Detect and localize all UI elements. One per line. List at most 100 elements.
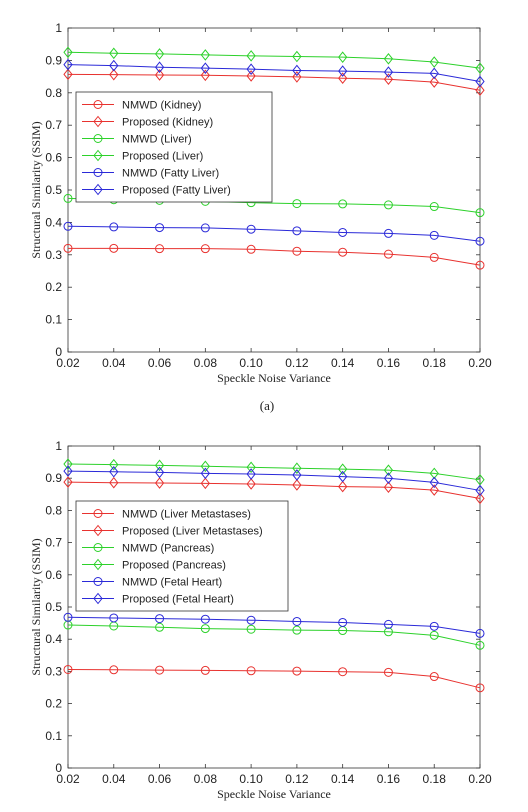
y-tick-label: 0.6: [45, 568, 62, 582]
legend-item: NMWD (Pancreas): [82, 543, 214, 555]
data-point-marker: [292, 666, 302, 676]
data-point-marker: [429, 476, 439, 489]
data-point-marker: [292, 469, 302, 481]
data-point-marker: [475, 484, 485, 497]
legend-item: NMWD (Fatty Liver): [82, 168, 219, 180]
x-tick-label: 0.02: [56, 772, 80, 786]
data-point-marker: [200, 49, 210, 61]
legend-marker: [93, 183, 103, 196]
legend-item: Proposed (Liver Metastases): [82, 524, 263, 538]
data-point-marker: [292, 50, 302, 63]
x-tick-label: 0.04: [102, 772, 126, 786]
legend-label: Proposed (Liver Metastases): [122, 526, 263, 538]
data-point-marker: [383, 472, 394, 485]
data-point-marker: [109, 613, 119, 623]
x-tick-label: 0.12: [285, 356, 309, 370]
series-line: [67, 481, 481, 499]
x-tick-label: 0.12: [285, 772, 309, 786]
series-line: [67, 73, 481, 91]
y-tick-label: 1: [55, 439, 62, 453]
y-tick-label: 0.9: [45, 53, 62, 67]
x-tick-label: 0.16: [377, 772, 401, 786]
series-line: [67, 470, 481, 491]
data-point-marker: [475, 62, 485, 74]
x-tick-label: 0.20: [468, 772, 492, 786]
data-point-marker: [429, 484, 439, 496]
data-point-marker: [429, 672, 439, 682]
data-point-marker: [63, 46, 73, 59]
legend-item: Proposed (Fatty Liver): [82, 183, 231, 197]
data-point-marker: [338, 617, 348, 627]
data-point-marker: [154, 61, 165, 74]
y-tick-label: 0.9: [45, 471, 62, 485]
chart-panel-b: 0.02 0.04 0.06 0.08 0.10 0.12 0.14 0.16 0.18 0.20…: [29, 439, 492, 801]
data-point-marker: [292, 462, 302, 475]
data-point-marker: [338, 667, 348, 677]
data-point-marker: [292, 71, 302, 83]
data-point-marker: [63, 58, 73, 71]
data-point-marker: [246, 615, 256, 625]
legend-label: NMWD (Pancreas): [122, 543, 214, 555]
y-tick-label: 0.2: [45, 697, 62, 711]
data-point-marker: [429, 630, 439, 640]
legend-marker: [93, 134, 103, 143]
data-point-marker: [109, 243, 119, 253]
data-point-marker: [429, 76, 439, 88]
series-line: [67, 51, 481, 69]
data-point-marker: [338, 470, 348, 483]
data-point-marker: [200, 69, 210, 82]
data-point-marker: [246, 63, 256, 75]
data-point-marker: [292, 625, 302, 635]
data-point-marker: [338, 51, 348, 63]
legend-marker: [93, 543, 103, 552]
legend-label: Proposed (Pancreas): [122, 560, 226, 572]
data-point-marker: [63, 221, 73, 231]
data-point-marker: [200, 614, 210, 624]
data-point-marker: [475, 683, 485, 693]
data-point-marker: [383, 200, 393, 210]
data-point-marker: [429, 467, 439, 480]
data-point-marker: [475, 628, 485, 638]
data-point-marker: [109, 59, 119, 72]
data-point-marker: [429, 230, 439, 240]
legend-item: NMWD (Liver Metastases): [82, 509, 251, 521]
legend-item: NMWD (Kidney): [82, 100, 201, 112]
y-tick-label: 0.7: [45, 536, 62, 550]
data-point-marker: [383, 464, 394, 476]
data-point-marker: [154, 48, 165, 60]
data-point-marker: [338, 65, 348, 77]
x-tick-label: 0.02: [56, 356, 80, 370]
series-line: [67, 668, 481, 689]
data-point-marker: [383, 73, 394, 85]
y-axis-label: Structural Similarity (SSIM): [29, 121, 43, 258]
x-tick-label: 0.04: [102, 356, 126, 370]
data-point-marker: [246, 224, 256, 234]
y-tick-label: 1: [55, 21, 62, 35]
data-point-marker: [383, 481, 394, 494]
series-line: [67, 616, 481, 634]
data-point-marker: [63, 664, 73, 674]
data-point-marker: [63, 68, 73, 81]
series-1: [63, 68, 485, 97]
legend: NMWD (Kidney) Proposed (Kidney) NMWD (Live…: [75, 91, 273, 203]
legend-marker: [93, 524, 103, 537]
data-point-marker: [63, 458, 73, 470]
legend-label: Proposed (Fatty Liver): [122, 185, 231, 197]
data-point-marker: [292, 64, 302, 77]
data-point-marker: [338, 227, 348, 237]
legend-item: NMWD (Fetal Heart): [82, 577, 222, 589]
data-point-marker: [155, 614, 165, 624]
data-point-marker: [63, 243, 73, 253]
y-tick-label: 0.1: [45, 313, 62, 327]
data-point-marker: [429, 67, 439, 80]
data-point-marker: [383, 66, 394, 78]
series-line: [67, 624, 481, 646]
data-point-marker: [109, 47, 119, 60]
y-tick-label: 0.5: [45, 183, 62, 197]
series-4: [63, 612, 485, 638]
data-point-marker: [475, 640, 485, 650]
legend-marker: [93, 509, 103, 518]
data-point-marker: [383, 52, 394, 65]
legend-box: [75, 91, 273, 203]
